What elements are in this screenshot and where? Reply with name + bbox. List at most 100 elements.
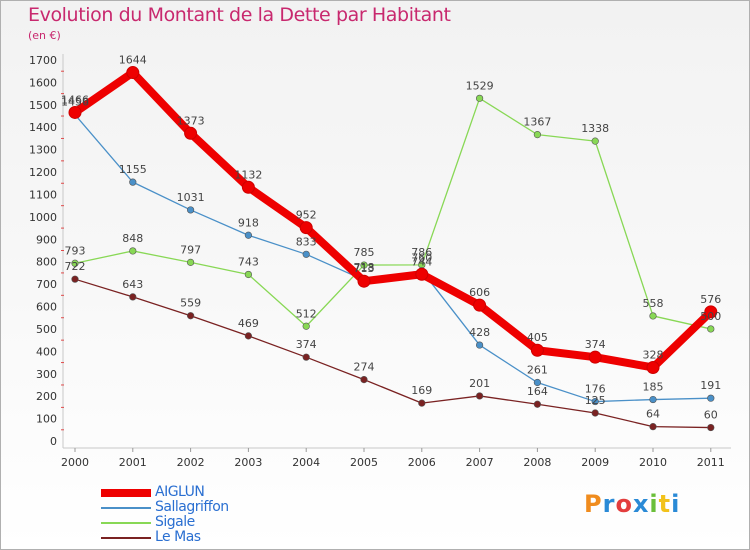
data-label: 374 — [585, 338, 606, 351]
data-point — [302, 250, 310, 258]
data-point — [649, 423, 657, 431]
chart-title: Evolution du Montant de la Dette par Hab… — [28, 4, 451, 26]
data-point — [476, 392, 484, 400]
data-point — [126, 66, 140, 80]
data-label: 500 — [700, 310, 721, 323]
data-point — [302, 353, 310, 361]
data-point — [360, 261, 368, 269]
data-point — [187, 206, 195, 214]
data-label: 185 — [643, 381, 664, 394]
proxiti-logo: Proxiti — [584, 490, 681, 518]
data-label: 785 — [354, 246, 375, 259]
data-label: 744 — [411, 255, 432, 268]
legend-swatch — [101, 489, 151, 497]
data-label: 512 — [296, 307, 317, 320]
data-label: 722 — [65, 260, 86, 273]
data-point — [129, 247, 137, 255]
data-label: 576 — [700, 293, 721, 306]
legend-swatch — [101, 522, 151, 524]
data-label: 718 — [354, 261, 375, 274]
data-point — [68, 105, 82, 119]
data-label: 797 — [180, 243, 201, 256]
x-tick-label: 2008 — [523, 456, 551, 469]
data-point — [241, 180, 255, 194]
x-tick-label: 2010 — [639, 456, 667, 469]
y-tick-label: 100 — [36, 413, 57, 426]
y-tick-label: 300 — [36, 368, 57, 381]
y-tick-label: 500 — [36, 323, 57, 336]
data-label: 169 — [411, 384, 432, 397]
data-point — [707, 325, 715, 333]
data-point — [646, 360, 660, 374]
data-label: 191 — [700, 379, 721, 392]
y-tick-label: 1100 — [29, 188, 57, 201]
data-label: 274 — [354, 361, 375, 374]
data-label: 64 — [646, 408, 660, 421]
data-point — [533, 131, 542, 139]
x-tick-label: 2009 — [581, 456, 609, 469]
legend-label: Sallagriffon — [155, 499, 229, 515]
data-point — [184, 126, 198, 140]
data-label: 1529 — [466, 79, 494, 92]
data-point — [129, 178, 137, 186]
data-point — [415, 267, 429, 281]
legend-label: Sigale — [155, 514, 195, 530]
data-label: 176 — [585, 383, 606, 396]
y-tick-label: 1500 — [29, 99, 57, 112]
data-label: 374 — [296, 338, 317, 351]
data-point — [707, 394, 715, 402]
x-tick-label: 2006 — [408, 456, 436, 469]
y-tick-label: 400 — [36, 345, 57, 358]
y-tick-label: 700 — [36, 278, 57, 291]
legend-swatch — [101, 537, 151, 539]
data-label: 1367 — [523, 116, 551, 129]
data-point — [71, 259, 79, 267]
data-point — [244, 231, 252, 239]
data-point — [244, 332, 252, 340]
data-point — [299, 221, 313, 235]
data-label: 1155 — [119, 163, 147, 176]
y-tick-label: 1700 — [29, 54, 57, 67]
chart-subtitle: (en €) — [28, 29, 61, 42]
data-label: 60 — [704, 409, 718, 422]
data-point — [302, 322, 310, 330]
x-tick-label: 2007 — [466, 456, 494, 469]
data-label: 1466 — [61, 93, 89, 106]
data-point — [357, 274, 371, 288]
data-point — [473, 298, 487, 312]
data-point — [707, 423, 715, 432]
data-label: 760 — [411, 252, 432, 265]
data-label: 469 — [238, 317, 259, 330]
data-point — [187, 258, 195, 266]
line-chart: 0 100 200 300 400 500 600 700 800 900 1000 1100 1200… — [29, 54, 731, 469]
y-tick-label: 600 — [36, 301, 57, 314]
data-label: 125 — [585, 394, 606, 407]
data-point — [244, 270, 252, 279]
data-label: 793 — [65, 244, 86, 257]
data-point — [71, 275, 79, 283]
data-point — [418, 399, 426, 407]
y-tick-label: 1600 — [29, 76, 57, 89]
data-label: 1456 — [61, 96, 89, 109]
data-label: 743 — [238, 255, 259, 268]
data-label: 428 — [469, 326, 490, 339]
data-point — [704, 305, 718, 319]
data-label: 918 — [238, 216, 259, 229]
data-label: 405 — [527, 331, 548, 344]
data-label: 952 — [296, 209, 317, 222]
legend-swatch — [101, 507, 151, 509]
x-tick-label: 2003 — [234, 456, 262, 469]
legend-label: AIGLUN — [155, 484, 205, 500]
legend-label: Le Mas — [155, 529, 201, 545]
data-point — [129, 293, 137, 301]
data-label: 164 — [527, 385, 548, 398]
x-tick-label: 2001 — [119, 456, 147, 469]
series-line-le-mas — [74, 278, 712, 429]
data-point — [649, 312, 657, 320]
y-tick-label: 1000 — [29, 211, 57, 224]
data-label: 606 — [469, 286, 490, 299]
data-label: 1373 — [177, 114, 205, 127]
y-tick-label: 200 — [36, 390, 57, 403]
y-tick-label: 1400 — [29, 121, 57, 134]
